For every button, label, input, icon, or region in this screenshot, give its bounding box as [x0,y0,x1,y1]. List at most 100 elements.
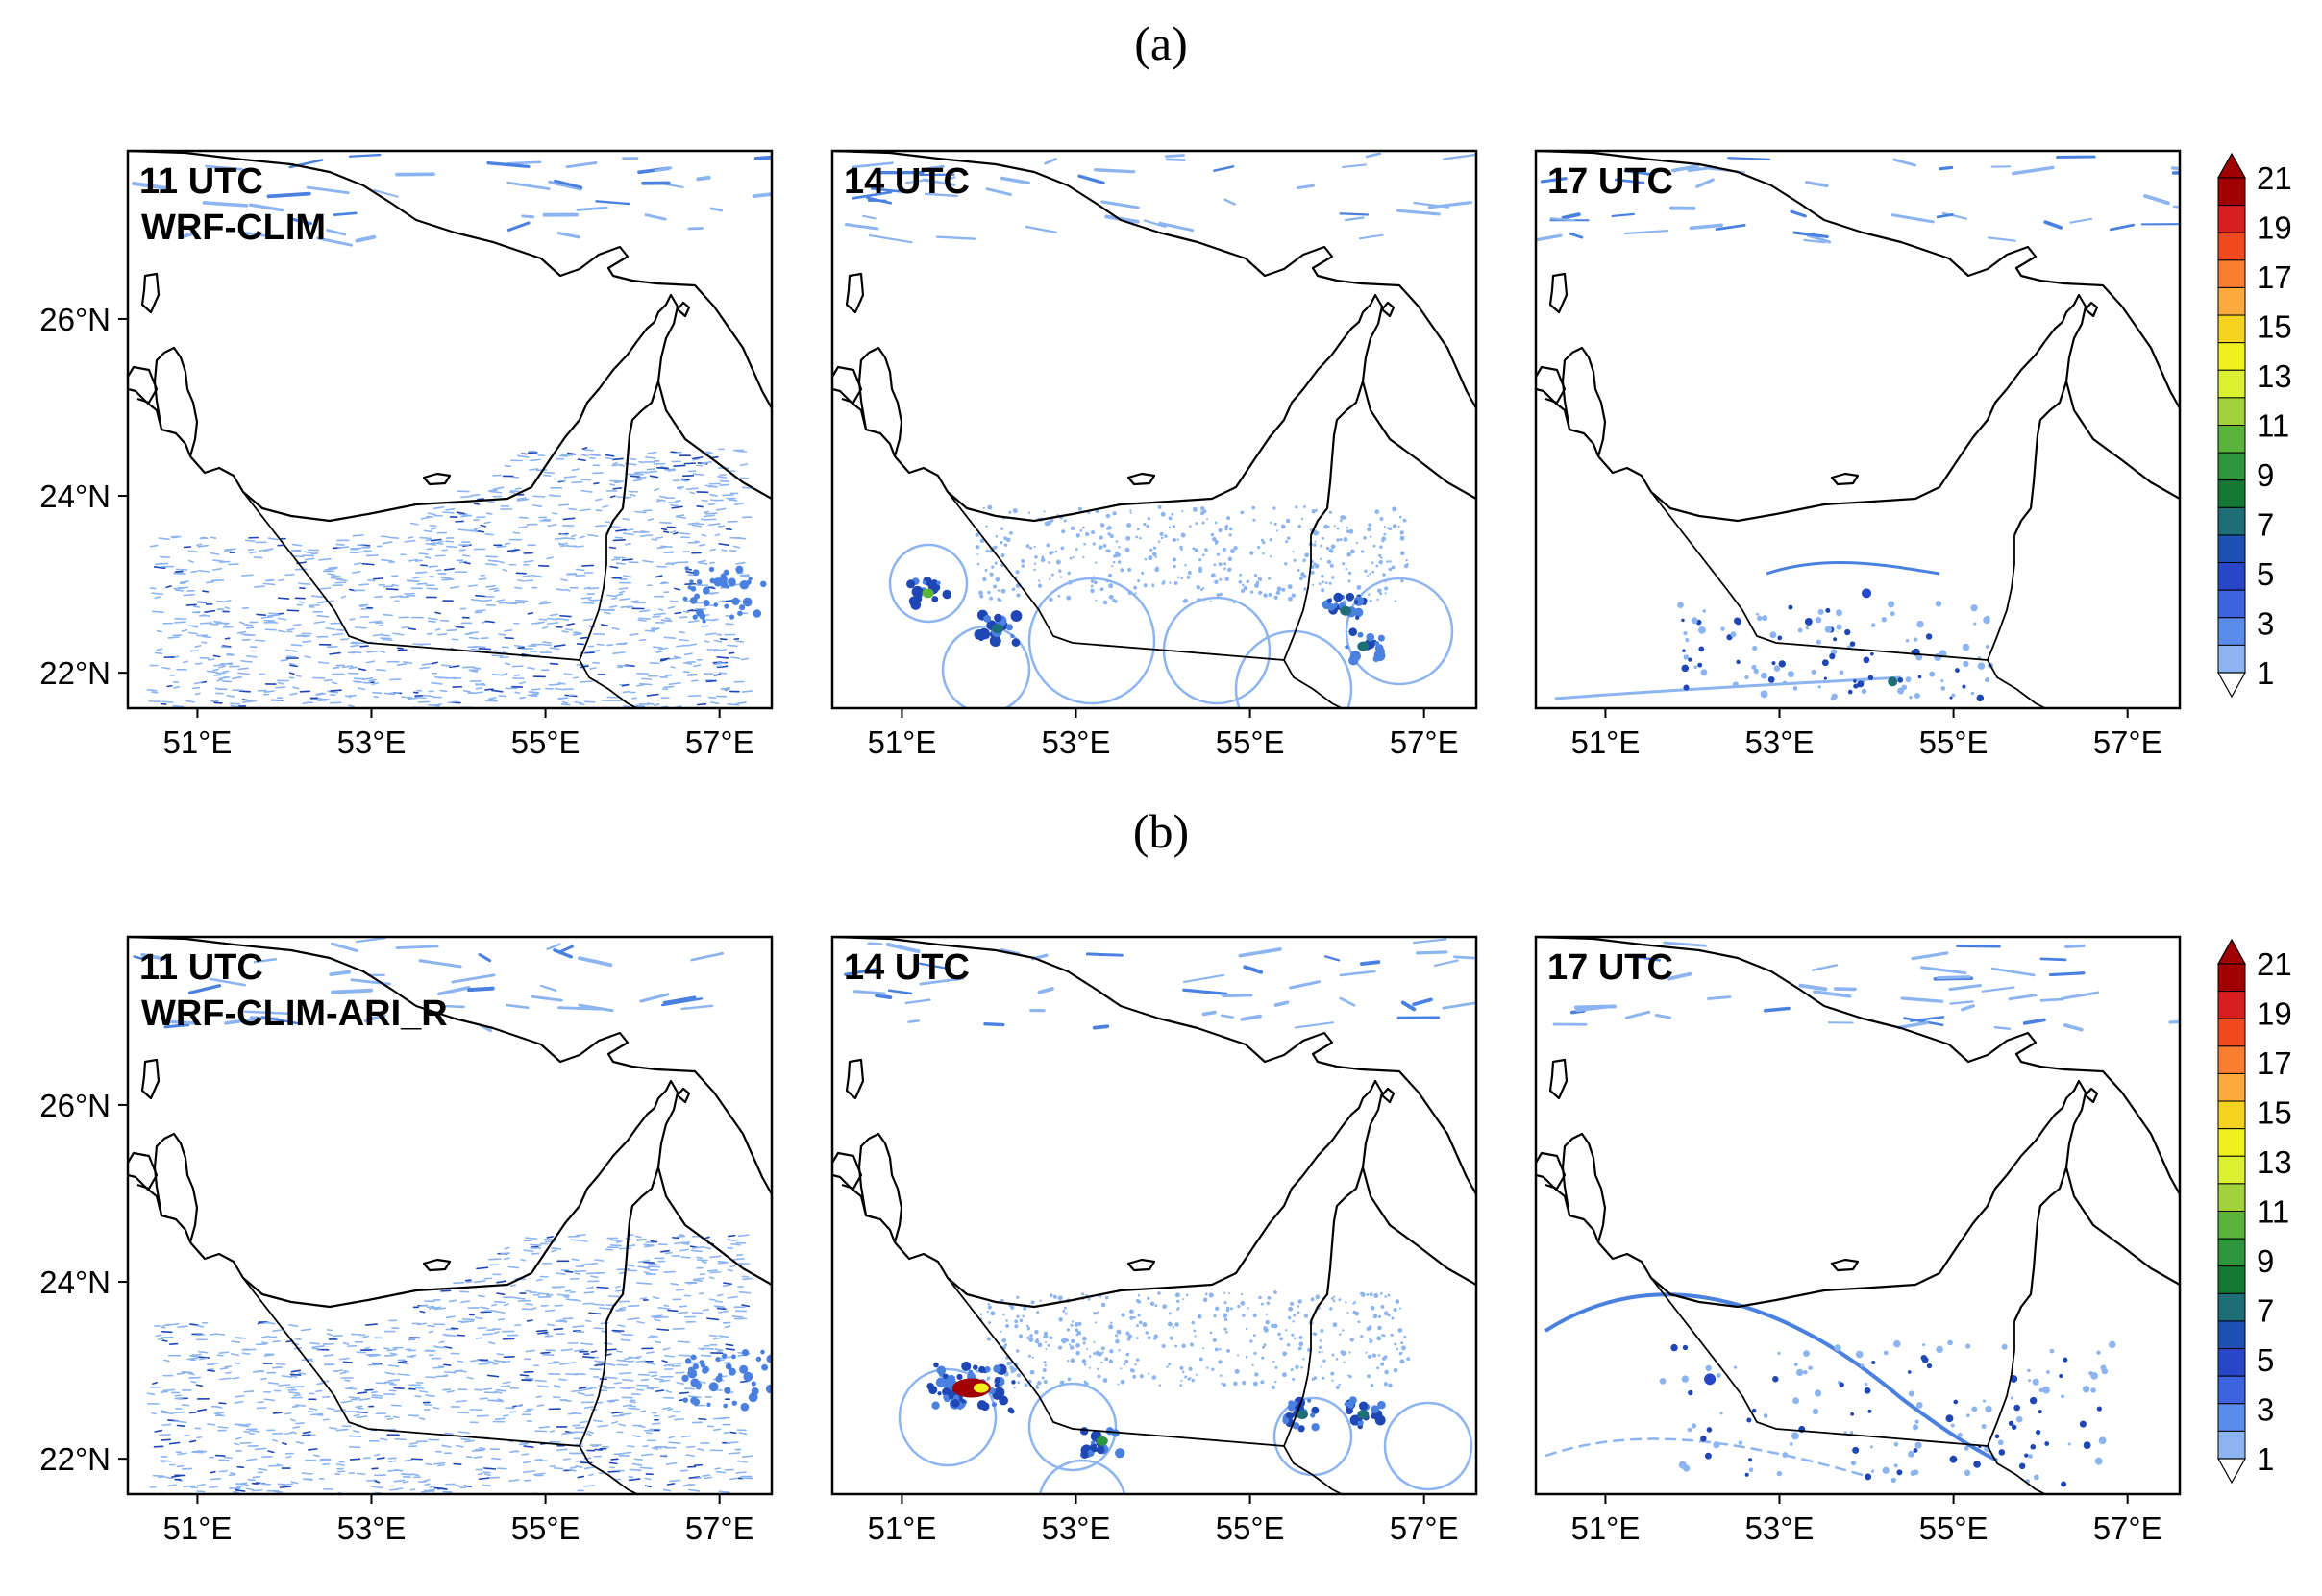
lon-tick-label: 55°E [1919,724,1989,760]
colorbar-segment [2217,1375,2246,1405]
colorbar-segment [2217,1183,2246,1212]
lon-tick-label: 53°E [1042,1510,1111,1546]
colorbar-label: 17 [2257,259,2292,295]
panel-time-label: 17 UTC [1547,947,1673,988]
lat-tick-label: 26°N [39,1088,111,1123]
colorbar-segment [2217,1265,2246,1294]
panel-experiment-label: WRF-CLIM [141,208,326,248]
colorbar-segment [2217,314,2246,344]
precip-cell [1862,588,1872,599]
lon-tick-label: 51°E [162,1510,232,1546]
panel-frame [1534,935,2182,1496]
map-panel-1-2: 51°E 53°E 55°E 57°E 17 UTC [1534,935,2182,1546]
panel-experiment-label: WRF-CLIM-ARI_R [141,994,448,1034]
panel-frame [1534,149,2182,710]
colorbar-label: 15 [2257,1095,2292,1131]
lat-tick-label: 24°N [39,479,111,514]
lon-tick-label: 53°E [1745,1510,1815,1546]
map-panel-0-1: 51°E 53°E 55°E 57°E 14 UTC [830,149,1478,760]
colorbar-label: 19 [2257,996,2292,1032]
colorbar-segment [2217,1211,2246,1240]
precip-field [844,152,1476,708]
colorbar-segment [2217,232,2246,261]
lon-tick-label: 55°E [1216,724,1285,760]
precip-cell [1096,1436,1108,1446]
colorbar-extend-max [2216,152,2247,179]
lon-tick-label: 53°E [1745,724,1815,760]
precip-cell [1296,1410,1308,1420]
colorbar-segment [2217,506,2246,536]
colorbar-segment [2217,1403,2246,1432]
row-b-label: (b) [1133,804,1189,858]
colorbar-label: 9 [2257,1243,2274,1279]
colorbar-label: 11 [2257,1194,2289,1230]
colorbar-segment [2217,1238,2246,1267]
colorbar-label: 19 [2257,210,2292,246]
colorbar-segment [2217,1100,2246,1130]
colorbar-segment [2217,177,2246,207]
colorbar-segment [2217,589,2246,619]
colorbar-segment [2217,259,2246,288]
colorbar-label: 15 [2257,309,2292,345]
lat-tick-label: 24°N [39,1265,111,1300]
colorbar-label: 7 [2257,507,2274,543]
panel-time-label: 14 UTC [844,947,970,988]
colorbar-label: 13 [2257,1144,2292,1180]
colorbar-label: 11 [2257,408,2289,444]
lon-tick-label: 51°E [1570,1510,1640,1546]
panel-time-label: 14 UTC [844,161,970,202]
panel-frame [126,149,774,710]
colorbar-segment [2217,397,2246,426]
lon-tick-label: 57°E [2093,1510,2162,1546]
panel-frame [830,935,1478,1496]
precip-field [1544,941,2180,1487]
panel-frame [830,149,1478,710]
map-background [128,151,772,708]
lon-tick-label: 57°E [1390,724,1459,760]
precip-cell [1340,605,1352,616]
lon-tick-label: 51°E [867,724,936,760]
colorbar-segment [2217,617,2246,646]
colorbar-segment [2217,369,2246,399]
colorbar-0: 21 19 17 15 13 11 9 7 5 3 1 [2216,152,2292,699]
lat-tick-label: 22°N [39,655,111,691]
colorbar-segment [2217,479,2246,508]
map-background [1536,937,2180,1494]
colorbar-segment [2217,1045,2246,1074]
colorbar-label: 1 [2257,655,2274,691]
colorbar-segment [2217,1128,2246,1157]
map-background [1536,151,2180,708]
lon-tick-label: 55°E [1216,1510,1285,1546]
lon-tick-label: 53°E [337,724,407,760]
colorbar-segment [2217,991,2246,1019]
colorbar-segment [2217,1348,2246,1377]
colorbar-label: 9 [2257,457,2274,493]
lon-tick-label: 57°E [2093,724,2162,760]
colorbar-segment [2217,562,2246,591]
map-background [832,151,1476,708]
colorbar-label: 5 [2257,556,2274,592]
colorbar-extend-min [2216,672,2247,699]
colorbar-segment [2217,1018,2246,1047]
lon-tick-label: 55°E [1919,1510,1989,1546]
colorbar-label: 21 [2257,946,2292,982]
lat-tick-label: 26°N [39,302,111,337]
panel-time-label: 11 UTC [139,947,263,988]
precip-field [133,937,772,1494]
precip-cell [992,624,1004,634]
precip-cell [1888,676,1898,687]
colorbar-segment [2217,1430,2246,1460]
colorbar-label: 3 [2257,1392,2274,1428]
colorbar-extend-min [2216,1458,2247,1485]
colorbar-extend-max [2216,938,2247,965]
lon-tick-label: 51°E [1570,724,1640,760]
lon-tick-label: 53°E [1042,724,1111,760]
colorbar-segment [2217,1320,2246,1350]
precip-field [844,938,1476,1494]
precip-cell [922,588,934,599]
panel-time-label: 17 UTC [1547,161,1673,202]
lon-tick-label: 57°E [685,724,754,760]
colorbar-segment [2217,452,2246,481]
colorbar-label: 21 [2257,160,2292,196]
